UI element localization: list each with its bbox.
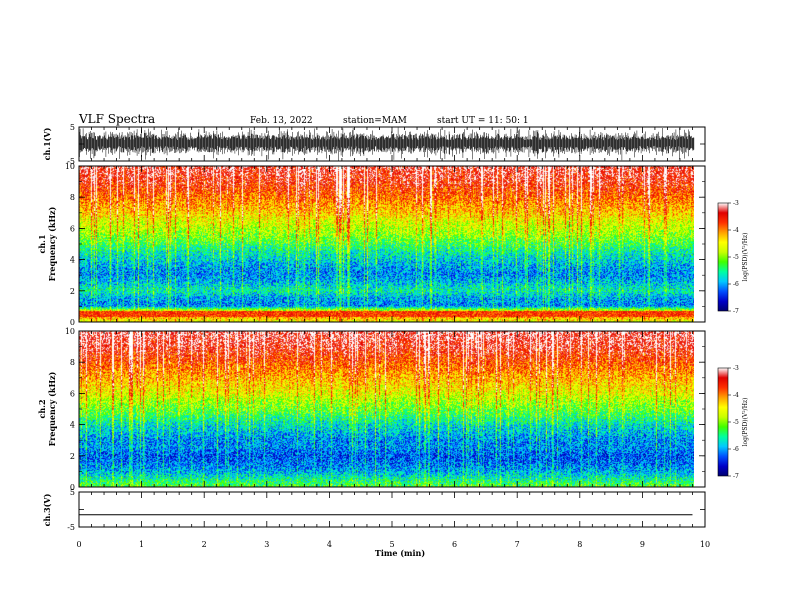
colorbar-tick-label: -4 [733,227,739,234]
colorbar-label: log(PSD)(V²/Hz) [742,398,749,447]
station-label: station=MAM [343,116,407,126]
x-tick-label: 10 [700,540,710,549]
y-tick-label: 0 [70,318,75,327]
x-tick-label: 1 [139,540,144,549]
waveform-ch1-trace [79,127,695,161]
x-tick-label: 7 [515,540,520,549]
colorbar-scale [717,202,729,312]
x-tick-label: 0 [76,540,81,549]
y-tick-label: 10 [65,162,75,171]
x-tick-label: 4 [327,540,332,549]
ylabel-ch3-waveform: ch.3(V) [42,493,52,526]
x-tick-label: 6 [452,540,457,549]
ylabel-line: Frequency (kHz) [47,206,57,281]
colorbar-tick-label: -4 [733,392,739,399]
y-tick-label: 5 [70,123,75,132]
panel-waveform-ch1: 5 -5 [67,123,706,166]
y-tick-label: 8 [70,193,75,202]
x-tick-label: 3 [264,540,269,549]
x-tick-label: 9 [640,540,645,549]
spectrogram-ch1-image [79,166,694,322]
waveform-ch1-path [79,127,695,161]
ylabel-spectrogram-ch2: ch.2Frequency (kHz) [37,371,57,446]
y-tick-label: 8 [70,358,75,367]
y-tick-label: 2 [70,452,75,461]
x-tick-label: 2 [202,540,207,549]
panel-spectrogram-ch1: 0 2 4 6 8 10 [65,162,706,327]
y-tick-label: 10 [65,327,75,336]
colorbar-label: log(PSD)(V²/Hz) [742,233,749,282]
colorbar-ch2: -3 -4 -5 -6 -7 log(PSD)(V²/Hz) [717,365,749,480]
panel-spectrogram-ch2: 0 2 4 6 8 10 [65,327,706,492]
colorbar-tick-label: -3 [733,200,739,207]
x-tick-label: 5 [389,540,394,549]
colorbar-tick-label: -7 [733,473,739,480]
x-tick-label: 8 [577,540,582,549]
ylabel-ch1-waveform: ch.1(V) [42,127,52,160]
colorbar-tick-label: -5 [733,419,739,426]
panel-waveform-ch3: 5 -50 1 2 3 4 5 6 7 8 9 10 [67,488,710,549]
y-tick-label: 2 [70,287,75,296]
y-tick-label: -5 [67,523,75,532]
colorbar-tick-label: -3 [733,365,739,372]
ylabel-spectrogram-ch1: ch.1Frequency (kHz) [37,206,57,281]
colorbar-tick-label: -5 [733,254,739,261]
ylabel-line: ch.2 [37,399,47,418]
start-time-label: start UT = 11: 50: 1 [437,116,529,126]
y-tick-label: 6 [70,389,75,398]
y-tick-label: 0 [70,483,75,492]
ylabel-line: Frequency (kHz) [47,371,57,446]
spectrogram-ch2-image [79,331,694,487]
y-tick-label: 4 [70,421,75,430]
ylabel-line: ch.1 [37,234,47,253]
y-tick-label: -5 [67,157,75,166]
colorbar-tick-label: -6 [733,446,739,453]
colorbar-scale [717,367,729,477]
y-tick-label: 5 [70,488,75,497]
date-label: Feb. 13, 2022 [250,116,313,126]
colorbar-tick-label: -6 [733,281,739,288]
y-tick-label: 6 [70,224,75,233]
y-tick-label: 4 [70,256,75,265]
figure-title: VLF Spectra [78,112,155,126]
xlabel-time: Time (min) [375,548,425,558]
colorbar-tick-label: -7 [733,308,739,315]
colorbar-ch1: -3 -4 -5 -6 -7 log(PSD)(V²/Hz) [717,200,749,315]
